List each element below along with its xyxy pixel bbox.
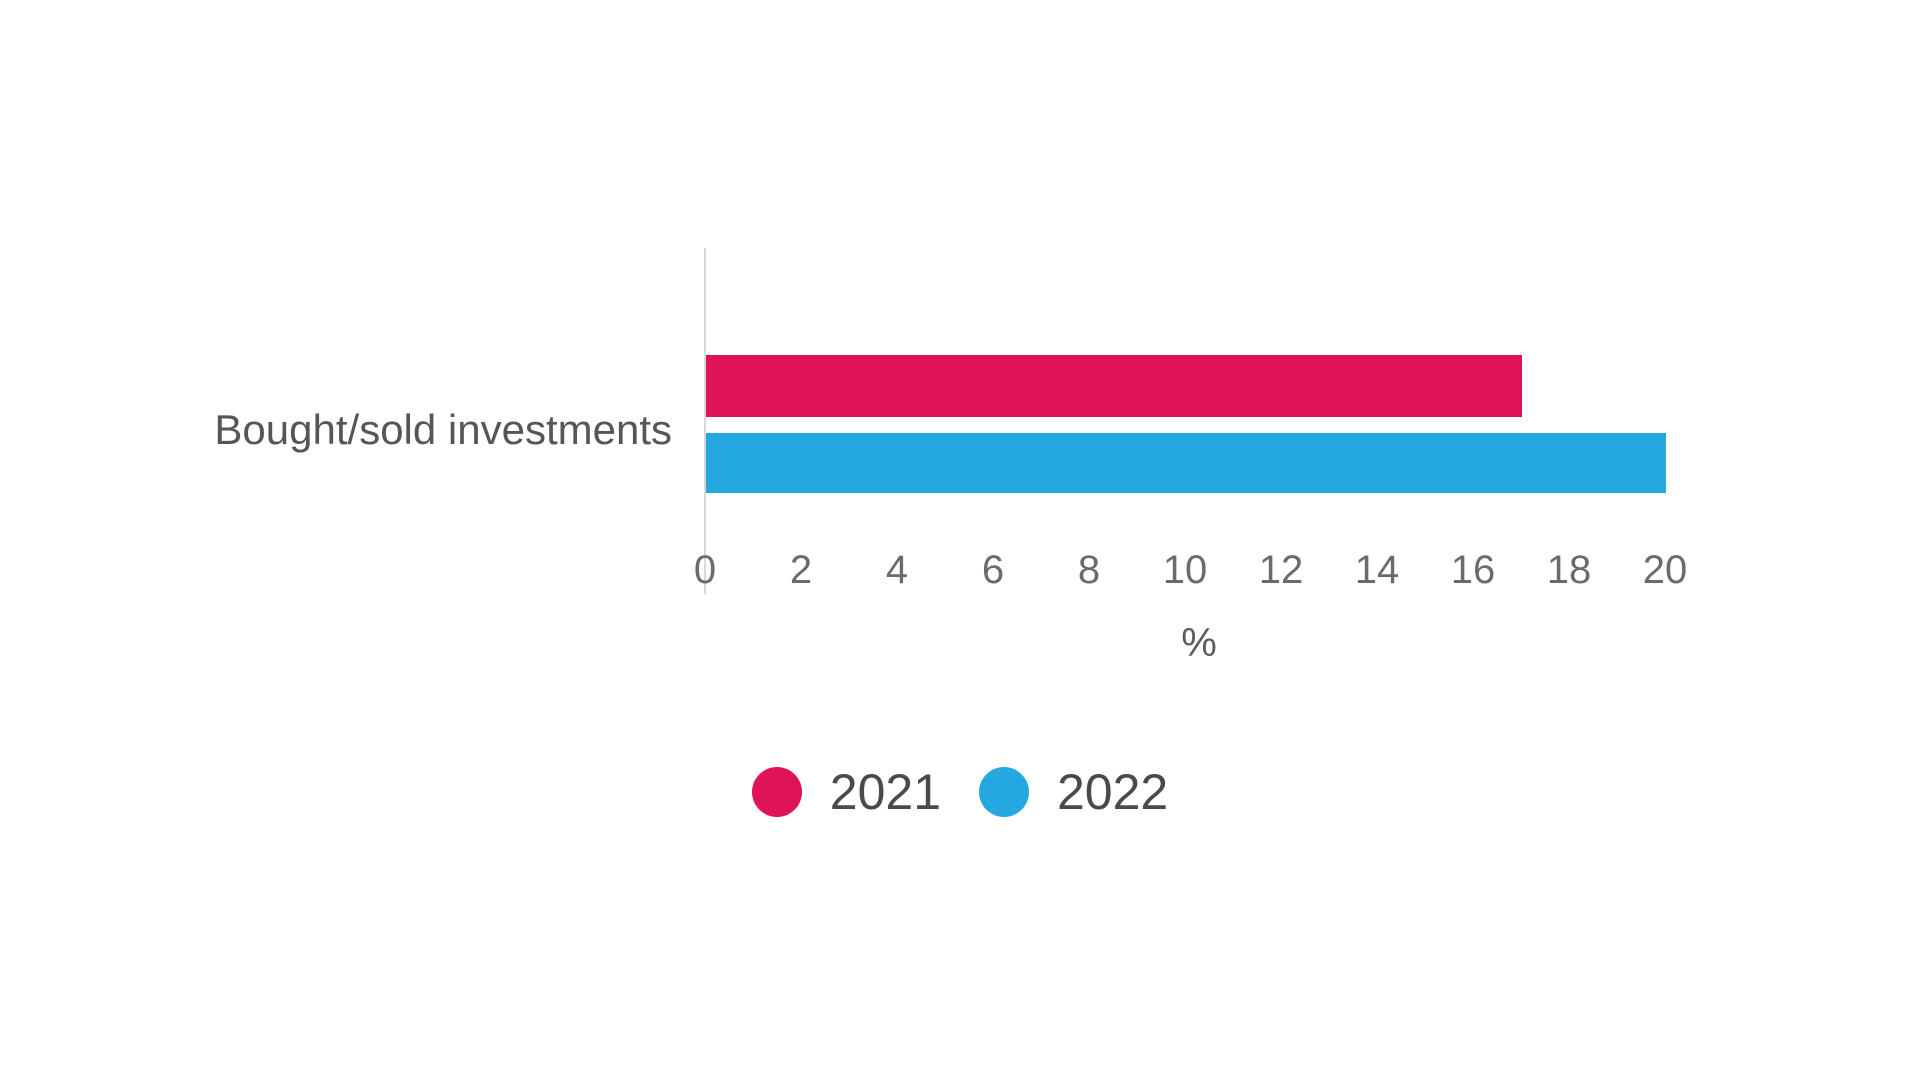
legend: 2021 2022 (0, 764, 1920, 820)
x-tick-label-0: 0 (693, 548, 717, 592)
x-axis-title: % (1181, 621, 1217, 665)
x-tick-label-10: 10 (1162, 548, 1208, 592)
x-tick-label-14: 14 (1354, 548, 1400, 592)
x-tick-label-4: 4 (885, 548, 909, 592)
legend-item-2022[interactable]: 2022 (979, 765, 1168, 819)
legend-swatch-icon (979, 767, 1029, 817)
x-tick-label-8: 8 (1077, 548, 1101, 592)
x-tick-label-16: 16 (1450, 548, 1496, 592)
x-tick-label-12: 12 (1258, 548, 1304, 592)
legend-label: 2021 (829, 764, 941, 820)
legend-item-2021[interactable]: 2021 (751, 764, 941, 820)
legend-swatch-icon (751, 767, 802, 817)
legend-label: 2022 (1057, 764, 1169, 820)
bar-2022 (706, 433, 1666, 493)
category-label: Bought/sold investments (214, 406, 672, 453)
x-tick-label-18: 18 (1546, 548, 1592, 592)
x-tick-label-6: 6 (981, 548, 1005, 592)
x-tick-label-2: 2 (789, 548, 813, 592)
x-tick-label-20: 20 (1642, 548, 1688, 592)
bar-2021 (706, 355, 1522, 417)
y-axis-line (704, 248, 706, 594)
